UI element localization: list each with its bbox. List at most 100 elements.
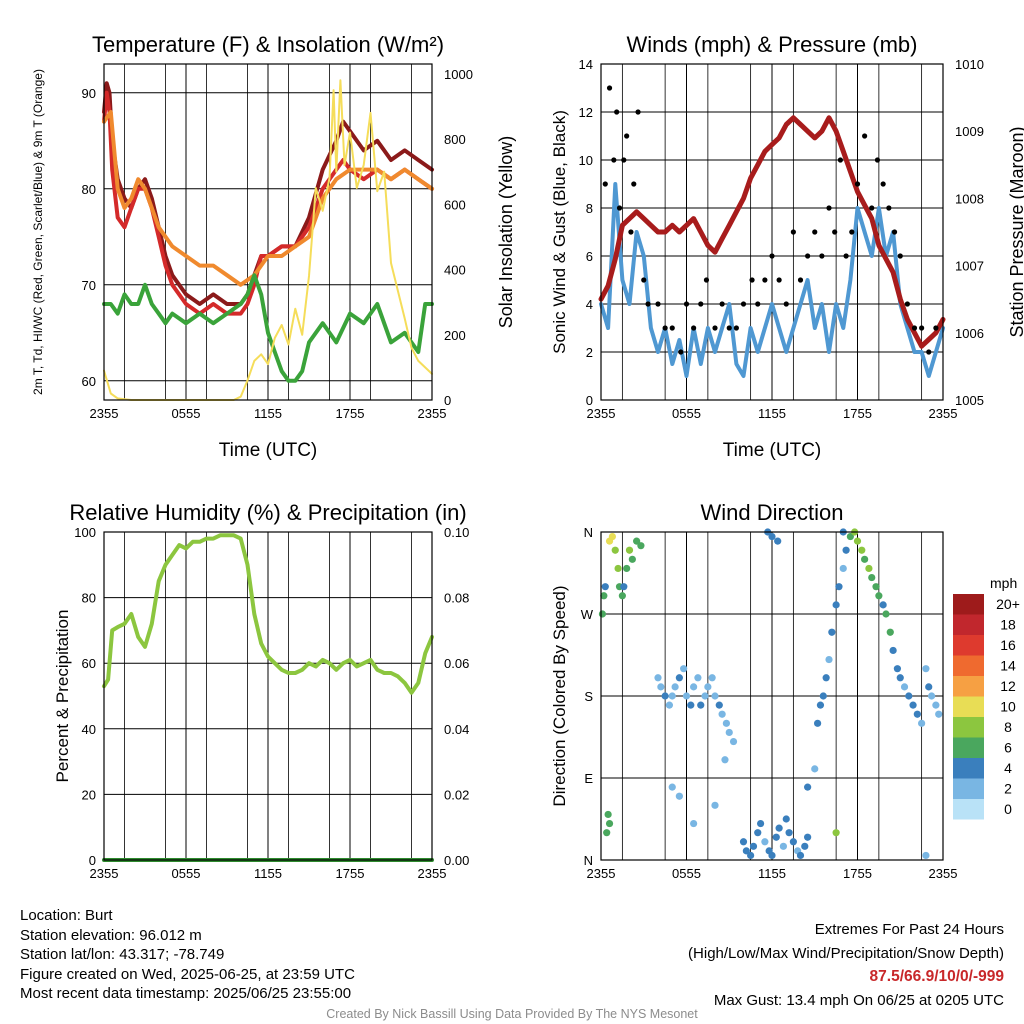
station-info: Location: Burt Station elevation: 96.012… [20,906,355,1004]
direction-point [754,829,762,837]
gust-point [621,157,627,163]
direction-point [601,583,609,591]
chart-title: Wind Direction [700,500,843,525]
gust-point [602,181,608,187]
legend-label: 12 [1000,678,1016,694]
gust-point [698,301,704,307]
direction-point [928,692,936,700]
y-tick-label: N [584,853,593,868]
gust-point [631,181,637,187]
direction-point [801,842,809,850]
y-tick-label: 4 [586,297,593,312]
direction-point [918,719,926,727]
gust-point [641,277,647,283]
direction-point [725,728,733,737]
recent-timestamp: Most recent data timestamp: 2025/06/25 2… [20,985,352,1002]
gust-point [783,301,789,307]
direction-point [875,592,883,600]
gust-point [849,229,855,235]
direction-point [861,555,869,563]
y2-tick-label: 0.02 [444,787,469,802]
y-tick-label: 12 [579,105,593,120]
legend-label: 14 [1000,658,1016,674]
legend-swatch [953,676,984,697]
max-gust: Max Gust: 13.4 mph On 06/25 at 0205 UTC [713,991,1004,1009]
direction-point [722,719,731,727]
extremes-title: Extremes For Past 24 Hours [814,921,1004,938]
y-tick-label: 8 [586,201,593,216]
direction-point [816,701,825,709]
y-tick-label: N [584,525,593,540]
gust-point [891,229,898,235]
direction-point [842,546,850,554]
legend-title: mph [990,575,1017,591]
x-tick-label: 2355 [929,866,958,881]
direction-point [711,801,719,809]
x-tick-label: 0555 [672,866,701,881]
legend-label: 20+ [996,596,1020,612]
y2-axis-title: Solar Insolation (Yellow) [496,136,516,328]
x-tick-label: 2355 [587,866,616,881]
station-elevation: Station elevation: 96.012 m [20,926,202,944]
direction-point [922,851,930,860]
direction-point [675,674,683,682]
direction-point [768,851,776,860]
y2-tick-label: 200 [444,328,466,343]
direction-point [774,537,782,545]
legend-swatch [953,614,984,635]
series-line-station-pressure [598,115,946,349]
y-tick-label: 14 [579,57,593,72]
direction-point [846,532,854,541]
direction-point [893,665,902,673]
direction-point [900,683,909,691]
y-tick-label: 90 [82,86,96,101]
y2-tick-label: 800 [444,132,466,147]
gust-point [776,277,782,283]
gust-point [662,325,668,331]
gust-point [719,301,725,307]
gust-point [911,325,918,331]
gust-point [880,181,886,187]
direction-point [814,719,822,727]
gust-point [669,325,675,331]
y-tick-label: 80 [82,591,96,606]
gust-point [683,301,690,307]
y-tick-label: 70 [82,278,96,293]
x-tick-label: 2355 [929,406,958,421]
y2-tick-label: 0 [444,393,451,408]
direction-point [922,665,930,673]
y2-tick-label: 1007 [955,259,984,274]
direction-point [825,655,833,664]
gust-point [678,349,684,355]
direction-point [819,692,827,700]
gust-point [703,277,710,283]
direction-point [882,610,890,618]
y-axis-title: Sonic Wind & Gust (Blue, Black) [550,110,569,354]
direction-point [785,829,793,837]
x-tick-label: 1155 [758,406,786,421]
y2-tick-label: 600 [444,197,466,212]
gust-point [628,229,634,235]
legend-swatch [953,758,984,779]
legend-swatch [953,655,984,676]
plot-frame [103,531,433,861]
direction-point [772,833,780,841]
legend-swatch [953,737,984,758]
gust-point [655,301,661,307]
direction-point [620,583,628,591]
direction-point [628,555,636,563]
direction-point [796,851,805,860]
chart-title: Winds (mph) & Pressure (mb) [627,32,918,57]
direction-point [721,756,729,764]
direction-point [757,819,765,828]
direction-point [623,564,631,573]
gust-point [904,301,910,307]
gust-point [862,133,868,139]
y-tick-label: 80 [82,182,96,197]
legend-label: 2 [1004,781,1012,797]
y2-tick-label: 1009 [955,124,984,139]
gust-point [826,205,832,211]
direction-point [909,701,917,709]
